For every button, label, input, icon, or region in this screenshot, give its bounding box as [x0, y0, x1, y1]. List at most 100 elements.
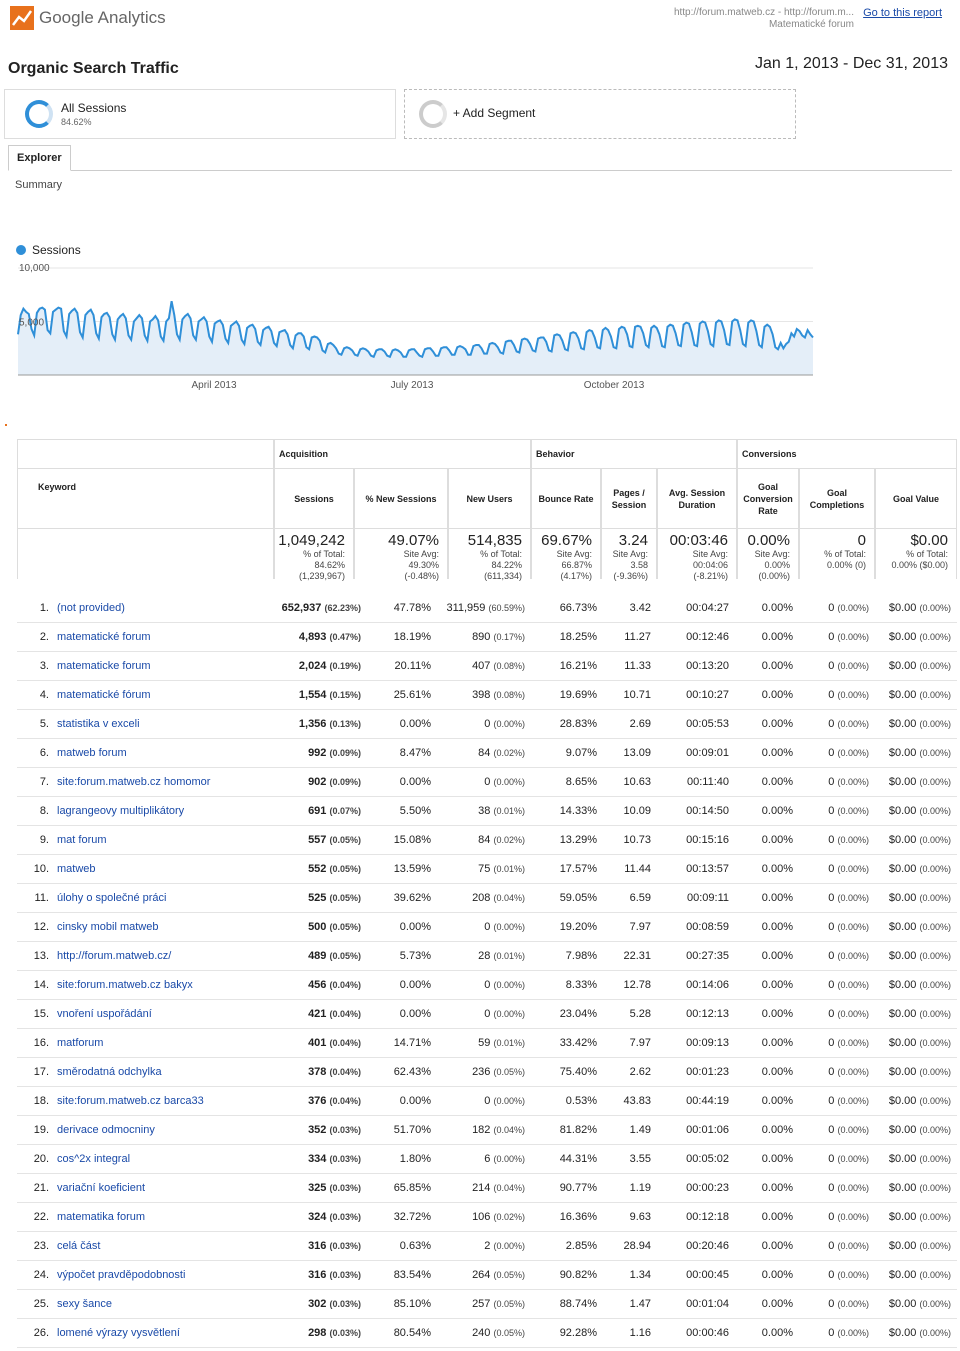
avg-session-duration-value: 00:00:23 [686, 1182, 729, 1194]
keyword-link[interactable]: matforum [57, 1037, 103, 1049]
goal-completions: 0 (0.00%) [797, 631, 869, 643]
date-range[interactable]: Jan 1, 2013 - Dec 31, 2013 [754, 55, 948, 72]
goal-completions: 0 (0.00%) [797, 1298, 869, 1310]
pct-new-sessions-value: 5.50% [399, 805, 431, 817]
goal-value-value: $0.00 [888, 1124, 917, 1136]
chart-legend[interactable]: Sessions [16, 243, 81, 257]
pages-per-session: 2.62 [601, 1066, 651, 1078]
goal-conversion-rate: 0.00% [737, 776, 793, 788]
keyword-link[interactable]: lomené výrazy vysvětlení [57, 1327, 180, 1339]
keyword-link[interactable]: site:forum.matweb.cz bakyx [57, 979, 193, 991]
pages-per-session-value: 1.34 [629, 1269, 651, 1281]
tab-summary[interactable]: Summary [15, 179, 63, 191]
pages-per-session: 7.97 [601, 1037, 651, 1049]
keyword-link[interactable]: sexy šance [57, 1298, 112, 1310]
bounce-rate-value: 8.33% [565, 979, 597, 991]
new-users-value: 59 [478, 1037, 491, 1049]
keyword-link[interactable]: celá část [57, 1240, 100, 1252]
row-number-value: 3. [39, 660, 49, 672]
goal-value-value: $0.00 [888, 1037, 917, 1049]
keyword-link[interactable]: úlohy o společné práci [57, 892, 166, 904]
series-dot-icon [16, 245, 26, 255]
goal-value-percent: (0.00%) [919, 864, 951, 874]
keyword-link[interactable]: matweb forum [57, 747, 127, 759]
keyword-link[interactable]: site:forum.matweb.cz homomor [57, 776, 210, 788]
bounce-rate: 14.33% [527, 805, 597, 817]
keyword-link[interactable]: cinsky mobil matweb [57, 921, 158, 933]
col-gc[interactable]: Goal Completions [799, 469, 875, 529]
keyword-link[interactable]: matematicke forum [57, 660, 151, 672]
keyword-link-value: (not provided) [57, 602, 125, 614]
bounce-rate-value: 14.33% [559, 805, 597, 817]
new-users-value: 264 [472, 1269, 491, 1281]
new-users-percent: (0.01%) [493, 1038, 525, 1048]
goal-conversion-rate: 0.00% [737, 979, 793, 991]
col-bounce[interactable]: Bounce Rate [531, 469, 601, 529]
keyword-link[interactable]: lagrangeovy multiplikátory [57, 805, 184, 817]
keyword-link[interactable]: matematické fórum [57, 689, 151, 701]
pct-new-sessions-value: 14.71% [393, 1037, 431, 1049]
pct-new-sessions-value: 15.08% [393, 834, 431, 846]
pages-per-session-value: 5.28 [629, 1008, 651, 1020]
goal-conversion-rate: 0.00% [737, 805, 793, 817]
col-new-users[interactable]: New Users [448, 469, 531, 529]
keyword-link-value: site:forum.matweb.cz bakyx [57, 979, 193, 991]
new-users-percent: (0.04%) [493, 1183, 525, 1193]
sessions: 456 (0.04%) [277, 979, 361, 991]
goal-value-percent: (0.00%) [919, 980, 951, 990]
col-gv[interactable]: Goal Value [875, 469, 957, 529]
goal-conversion-rate: 0.00% [737, 718, 793, 730]
goal-completions-value: 0 [828, 863, 835, 875]
row-number-value: 6. [39, 747, 49, 759]
bounce-rate-value: 7.98% [565, 950, 597, 962]
keyword-link[interactable]: statistika v exceli [57, 718, 140, 730]
pct-new-sessions: 14.71% [369, 1037, 431, 1049]
keyword-link-value: site:forum.matweb.cz barca33 [57, 1095, 204, 1107]
property-selector[interactable]: http://forum.matweb.cz - http://forum.m.… [674, 7, 854, 31]
keyword-link[interactable]: matematika forum [57, 1211, 145, 1223]
col-pct-new[interactable]: % New Sessions [354, 469, 448, 529]
segment-all-sessions[interactable]: All Sessions 84.62% [4, 89, 396, 139]
bounce-rate-value: 2.85% [565, 1240, 597, 1252]
new-users-value: 84 [478, 834, 491, 846]
avg-session-duration: 00:01:04 [657, 1298, 729, 1310]
tab-explorer[interactable]: Explorer [8, 145, 71, 171]
sessions-value: 992 [308, 747, 327, 759]
goal-conversion-rate-value: 0.00% [761, 631, 793, 643]
keyword-link[interactable]: site:forum.matweb.cz barca33 [57, 1095, 204, 1107]
keyword-link[interactable]: směrodatná odchylka [57, 1066, 162, 1078]
row-number-value: 8. [39, 805, 49, 817]
col-gcr[interactable]: Goal Conversion Rate [737, 469, 799, 529]
table-row: 2. matematické forum 4,893 (0.47%) 18.19% 89… [17, 623, 957, 652]
table-row: 23. celá část 316 (0.03%) 0.63% 2 (0.00%) 2.8… [17, 1232, 957, 1261]
keyword-link[interactable]: výpočet pravděpodobnosti [57, 1269, 185, 1281]
keyword-link[interactable]: vnoření uspořádání [57, 1008, 152, 1020]
go-to-report-link[interactable]: Go to this report [863, 7, 942, 19]
row-number: 10. [25, 863, 49, 875]
add-segment-button[interactable]: + Add Segment [404, 89, 796, 139]
keyword-link[interactable]: derivace odmocniny [57, 1124, 155, 1136]
keyword-link[interactable]: (not provided) [57, 602, 125, 614]
keyword-link[interactable]: variační koeficient [57, 1182, 145, 1194]
keyword-link[interactable]: cos^2x integral [57, 1153, 130, 1165]
col-pps[interactable]: Pages / Session [601, 469, 657, 529]
keyword-link-value: matematické forum [57, 631, 151, 643]
keyword-link-value: matweb forum [57, 747, 127, 759]
keyword-link[interactable]: matematické forum [57, 631, 151, 643]
keyword-link[interactable]: matweb [57, 863, 96, 875]
google-analytics-logo[interactable]: Google Analytics [10, 4, 166, 32]
sessions-chart[interactable]: 10,000 5,000 April 2013 July 2013 October 20… [0, 260, 960, 395]
pages-per-session: 3.42 [601, 602, 651, 614]
col-keyword[interactable]: Keyword [17, 469, 274, 529]
goal-value-value: $0.00 [888, 950, 917, 962]
goal-value-value: $0.00 [888, 747, 917, 759]
keyword-link[interactable]: mat forum [57, 834, 107, 846]
sessions-percent: (0.03%) [329, 1328, 361, 1338]
row-number: 6. [25, 747, 49, 759]
new-users: 84 (0.02%) [437, 834, 525, 846]
col-sessions[interactable]: Sessions [274, 469, 354, 529]
row-number: 13. [25, 950, 49, 962]
keyword-link[interactable]: http://forum.matweb.cz/ [57, 950, 171, 962]
col-duration[interactable]: Avg. Session Duration [657, 469, 737, 529]
avg-session-duration: 00:09:13 [657, 1037, 729, 1049]
